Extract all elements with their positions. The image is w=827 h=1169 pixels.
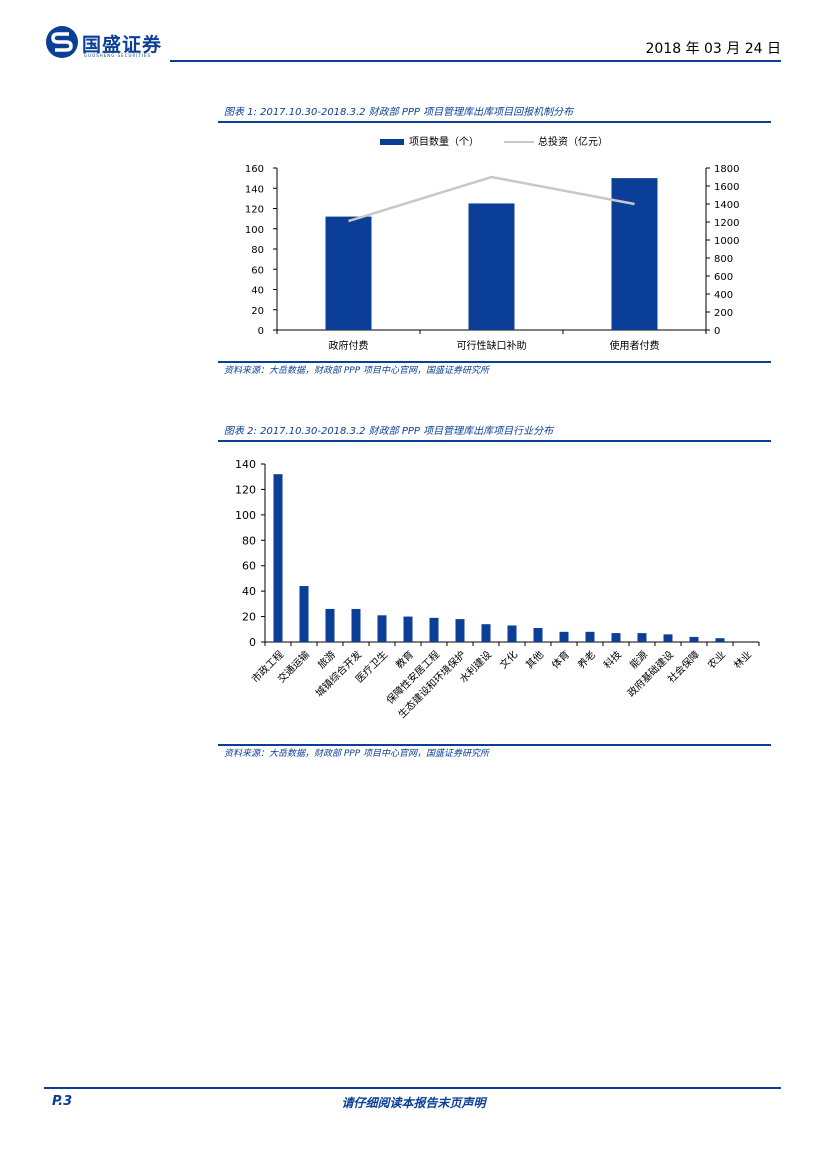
brand-name: 国盛证券 [82,34,163,56]
x-category-label: 体育 [549,648,572,671]
y-left-tick-label: 140 [245,184,264,195]
bar-16 [663,634,673,642]
disclaimer-note: 请仔细阅读本报告末页声明 [341,1096,486,1110]
y-tick-label: 40 [242,585,256,598]
investment-line [348,175,635,223]
y-left-tick-label: 60 [251,265,264,276]
y-right-tick-label: 1600 [714,182,739,193]
y-tick-label: 100 [235,509,256,522]
y-right-tick-label: 1400 [714,200,739,211]
y-right-tick-label: 200 [714,308,733,319]
y-tick-label: 20 [242,611,256,624]
y-left-tick-label: 160 [245,164,264,175]
figure1-source: 资料来源：大岳数据，财政部 PPP 项目中心官网，国盛证券研究所 [224,366,490,376]
x-category-label: 使用者付费 [610,339,660,352]
y-tick-label: 80 [242,534,256,547]
y-right-tick-label: 1000 [714,236,739,247]
figure1-caption: 图表 1: 2017.10.30-2018.3.2 财政部 PPP 项目管理库出… [224,107,574,118]
x-category-label: 养老 [575,648,598,671]
y-tick-label: 0 [249,636,256,649]
bar-8 [455,619,465,642]
report-date: 2018 年 03 月 24 日 [645,41,781,57]
figure2-source: 资料来源：大岳数据，财政部 PPP 项目中心官网，国盛证券研究所 [224,749,490,759]
x-category-label: 科技 [601,648,624,671]
company-logo-icon [46,26,78,58]
y-left-tick-label: 100 [245,225,264,236]
page-number: P.3 [52,1094,73,1109]
y-right-tick-label: 600 [714,272,733,283]
bar-3 [325,608,335,642]
x-category-label: 教育 [393,648,416,671]
y-right-tick-label: 400 [714,290,733,301]
x-category-label: 其他 [523,648,546,671]
x-category-label: 政府基础建设 [625,648,677,700]
bar-2 [468,203,515,330]
x-category-label: 能源 [627,648,650,671]
y-right-tick-label: 1200 [714,218,739,229]
x-category-label: 可行性缺口补助 [457,339,527,352]
bar-1 [325,216,372,330]
x-category-label: 林业 [731,648,754,671]
y-left-tick-label: 80 [251,245,264,256]
bar-1 [273,474,283,642]
bar-15 [637,633,647,642]
bar-7 [429,617,439,642]
figure2-bottom-rule [218,744,771,746]
bar-18 [715,638,725,642]
figure2-top-rule [218,440,771,442]
bar-9 [481,624,491,642]
x-category-label: 城镇综合开发 [313,648,365,700]
legend-bar-swatch [380,139,404,145]
figure1-chart: 项目数量（个） 总投资（亿元）02040608010012014016002004… [245,135,740,352]
y-left-tick-label: 0 [258,326,264,337]
y-left-tick-label: 120 [245,205,264,216]
bar-14 [611,633,621,642]
figure2-caption: 图表 2: 2017.10.30-2018.3.2 财政部 PPP 项目管理库出… [224,426,554,437]
x-category-label: 文化 [497,648,520,671]
bar-10 [507,625,517,642]
y-left-tick-label: 20 [251,306,264,317]
y-tick-label: 120 [235,483,256,496]
y-right-tick-label: 0 [714,326,720,337]
bar-12 [559,631,569,642]
y-tick-label: 60 [242,560,256,573]
bar-11 [533,628,543,642]
legend-bar-label: 项目数量（个） [409,135,479,148]
legend-line-label: 总投资（亿元） [538,135,608,148]
bar-17 [689,636,699,642]
y-right-tick-label: 1800 [714,164,739,175]
y-left-tick-label: 40 [251,286,264,297]
figure1-top-rule [218,121,771,123]
bar-6 [403,616,413,642]
x-category-label: 政府付费 [329,339,369,352]
y-tick-label: 140 [235,458,256,471]
bar-5 [377,615,387,642]
x-category-label: 旅游 [315,648,338,671]
header-divider [170,60,781,62]
brand-subtitle: GUOSHENG SECURITIES [84,53,152,58]
bar-4 [351,608,361,642]
figure1-bottom-rule [218,361,771,363]
y-right-tick-label: 800 [714,254,733,265]
company-logo: 国盛证券 GUOSHENG SECURITIES [44,24,184,60]
footer-divider [44,1087,781,1089]
bar-2 [299,586,309,642]
x-category-label: 农业 [705,648,728,671]
bar-13 [585,631,595,642]
